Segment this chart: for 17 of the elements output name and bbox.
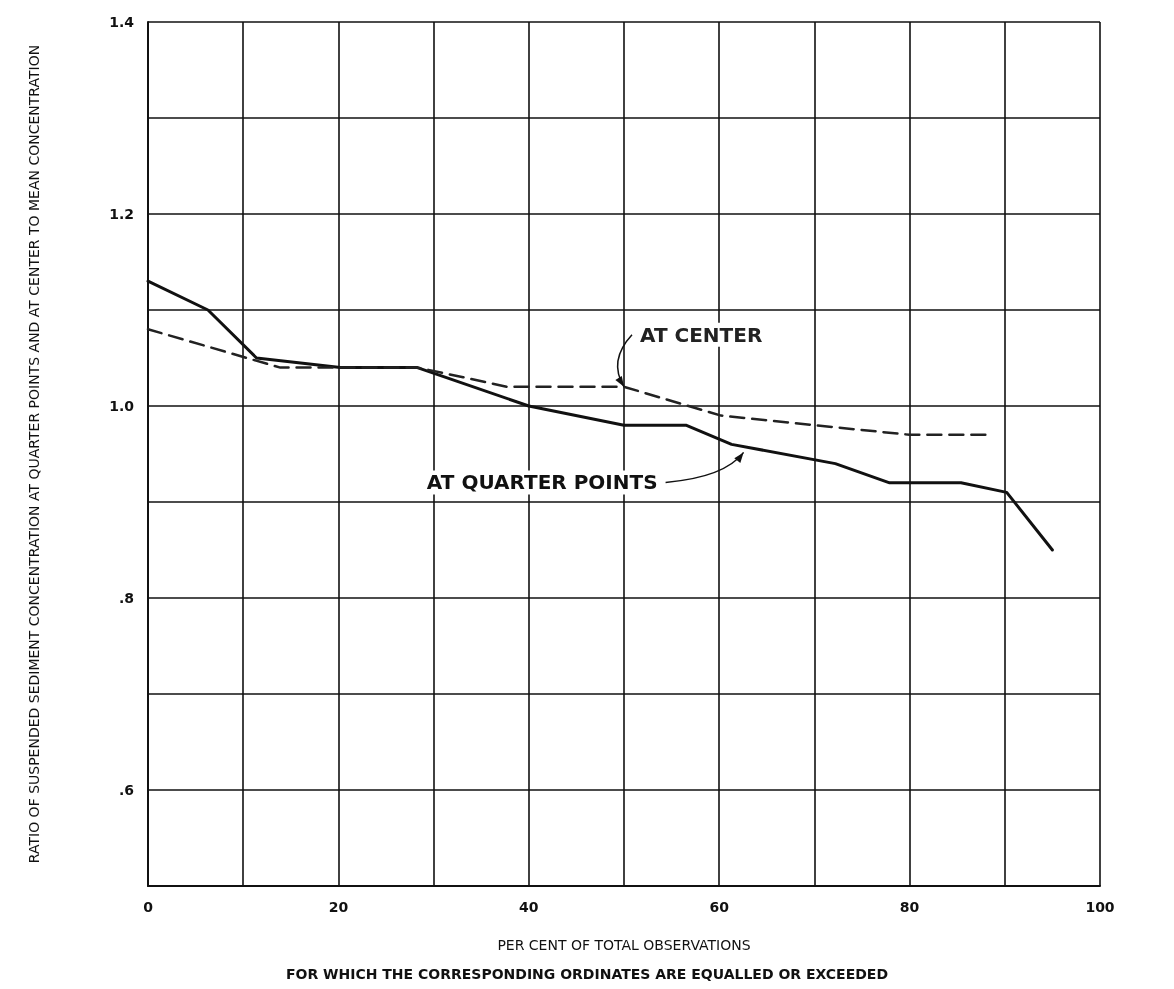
y-tick-label: 1.2 <box>109 206 134 222</box>
x-tick-label: 100 <box>1085 899 1115 915</box>
x-tick-label: 80 <box>899 899 920 915</box>
y-tick-label: .6 <box>118 782 134 798</box>
y-tick-label: .8 <box>118 590 134 606</box>
x-tick-label: 40 <box>519 899 539 915</box>
text: FOR WHICH THE CORRESPONDING ORDINATES ARE EQUALLED OR EXCEEDED <box>285 966 889 982</box>
line-series <box>146 327 989 437</box>
y-axis-title: RATIO OF SUSPENDED SEDIMENT CONCENTRATION AT QUARTER POINTS AND AT CENTER TO MEAN CONCENTRATION <box>26 44 42 864</box>
text: AT CENTER <box>640 322 763 347</box>
y-tick-label: 1.0 <box>109 398 135 414</box>
x-tick-label: 60 <box>709 899 730 915</box>
text: AT QUARTER POINTS <box>426 470 658 495</box>
y-tick-label: 1.4 <box>109 14 135 30</box>
x-tick-label: 20 <box>328 899 349 915</box>
x-tick-label: 0 <box>143 899 154 915</box>
x-axis-title: PER CENT OF TOTAL OBSERVATIONS <box>497 937 751 953</box>
